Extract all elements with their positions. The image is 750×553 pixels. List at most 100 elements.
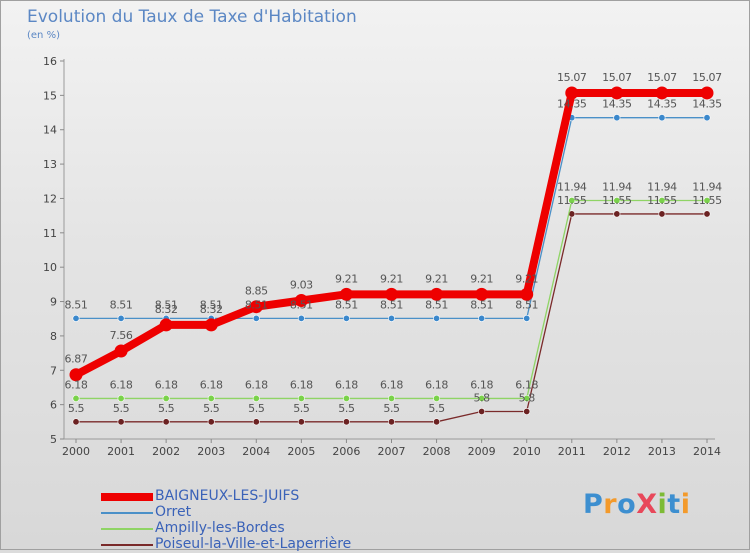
data-point-baigneux [565,86,579,100]
data-label-poiseul: 11.55 [602,194,632,207]
data-label-ampilly: 6.18 [425,378,448,391]
data-label-orret: 14.35 [602,98,632,111]
logo-letter: t [667,489,681,520]
logo-letter: i [657,489,668,520]
data-point-ampilly [658,197,666,205]
legend-swatch-ampilly [101,528,153,530]
data-label-ampilly: 11.94 [647,181,677,194]
data-label-orret: 8.51 [515,298,538,311]
y-tick-label: 6 [50,399,57,412]
data-label-ampilly: 6.18 [380,378,403,391]
data-label-baigneux: 8.32 [155,303,178,316]
data-point-baigneux [159,318,173,332]
unit-label: (en %) [27,30,60,41]
data-point-orret [658,114,666,122]
data-label-orret: 8.51 [200,298,223,311]
logo-letter: P [583,489,604,520]
data-label-poiseul: 5.5 [248,402,265,415]
data-point-ampilly [568,197,576,205]
data-label-orret: 14.35 [557,98,587,111]
data-point-orret [703,114,711,122]
data-point-baigneux [700,86,714,100]
data-point-orret [433,314,441,322]
data-label-poiseul: 5.5 [383,402,400,415]
data-label-baigneux: 8.32 [200,303,223,316]
data-point-orret [252,314,260,322]
data-point-baigneux [69,368,83,382]
data-label-baigneux: 15.07 [647,71,677,84]
data-label-orret: 8.51 [110,298,133,311]
proxiti-logo: ProXiti [583,489,690,520]
data-point-orret [478,314,486,322]
data-label-ampilly: 6.18 [110,378,133,391]
y-tick-label: 14 [43,124,57,137]
legend-swatch-baigneux [101,493,153,501]
x-tick-label: 2014 [693,445,721,458]
legend-label-orret: Orret [155,504,192,520]
x-tick-label: 2008 [423,445,451,458]
y-tick-label: 9 [50,296,57,309]
data-label-ampilly: 6.18 [65,378,88,391]
data-point-ampilly [162,394,170,402]
data-label-poiseul: 5.5 [203,402,220,415]
data-point-ampilly [613,197,621,205]
data-label-orret: 8.51 [380,298,403,311]
x-tick-label: 2000 [62,445,90,458]
y-tick-label: 10 [43,261,57,274]
data-point-baigneux [520,287,534,301]
logo-letter: X [636,489,658,520]
data-label-orret: 14.35 [692,98,722,111]
legend-label-ampilly: Ampilly-les-Bordes [155,520,285,536]
data-label-ampilly: 6.18 [155,378,178,391]
data-label-poiseul: 5.5 [113,402,130,415]
data-point-ampilly [252,394,260,402]
y-tick-label: 8 [50,330,57,343]
y-tick-label: 11 [43,227,57,240]
data-label-baigneux: 9.21 [470,272,493,285]
data-point-poiseul [613,210,621,218]
data-label-ampilly: 6.18 [515,378,538,391]
data-point-baigneux [385,287,398,301]
logo-letter: o [617,489,637,520]
data-point-ampilly [433,394,441,402]
data-point-orret [342,314,350,322]
data-point-ampilly [478,394,486,402]
data-label-orret: 8.51 [335,298,358,311]
data-label-baigneux: 9.03 [290,279,313,292]
data-label-ampilly: 11.94 [602,181,632,194]
data-point-baigneux [204,318,218,332]
data-point-baigneux [430,287,444,301]
x-tick-label: 2013 [648,445,676,458]
legend-swatch-poiseul [101,544,153,546]
data-point-poiseul [658,210,666,218]
data-point-baigneux [475,287,489,301]
x-tick-label: 2011 [558,445,586,458]
x-tick-label: 2005 [287,445,315,458]
data-label-poiseul: 5.5 [158,402,175,415]
data-label-baigneux: 15.07 [692,71,722,84]
data-label-poiseul: 11.55 [557,194,587,207]
logo-letter: r [603,489,618,520]
chart-title: Evolution du Taux de Taxe d'Habitation [27,7,357,27]
x-tick-label: 2001 [107,445,135,458]
data-point-poiseul [478,408,486,416]
data-label-orret: 8.51 [425,298,448,311]
data-point-orret [297,314,305,322]
data-label-ampilly: 6.18 [200,378,223,391]
data-point-poiseul [117,418,125,426]
data-point-orret [117,314,125,322]
y-tick-label: 12 [43,192,57,205]
legend-label-poiseul: Poiseul-la-Ville-et-Laperrière [155,536,352,552]
data-point-ampilly [342,394,350,402]
data-label-orret: 8.51 [290,298,313,311]
x-tick-label: 2007 [378,445,406,458]
data-point-poiseul [523,408,531,416]
legend-label-baigneux: BAIGNEUX-LES-JUIFS [155,488,300,504]
data-point-baigneux [249,300,263,314]
data-point-orret [72,314,80,322]
y-tick-label: 13 [43,158,57,171]
data-label-poiseul: 5.5 [428,402,445,415]
data-label-baigneux: 8.85 [245,285,268,298]
data-label-ampilly: 6.18 [245,378,268,391]
